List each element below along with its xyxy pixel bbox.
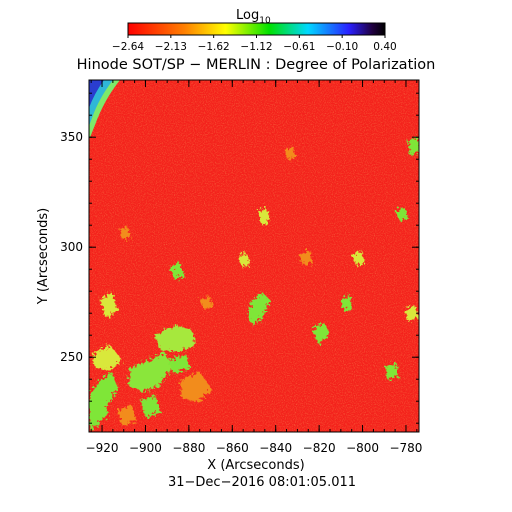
chart-title: Hinode SOT/SP − MERLIN : Degree of Polar… [77,57,436,73]
y-axis-ticks: 250 300 350 [60,92,419,424]
limb-inner [89,80,104,108]
colorbar-tick-label: −0.61 [283,41,315,53]
y-tick-label: 250 [60,350,83,364]
colorbar-tick-label: −0.10 [326,41,358,53]
patch-lower-left-7 [140,396,160,418]
patch-lower-left-3 [155,325,195,352]
patch-center-12 [405,305,418,322]
patch-lower-left-4 [92,345,122,370]
colorbar-gradient [128,23,385,35]
patch-center-8 [396,206,408,222]
patch-lower-left-8 [118,405,136,426]
patch-center-11 [385,362,398,380]
x-tick-label: −820 [303,441,336,455]
patch-lower-left-9 [89,398,108,430]
x-tick-label: −840 [259,441,292,455]
timestamp: 31−Dec−2016 08:01:05.011 [168,475,356,490]
patch-lower-left-6 [100,292,118,318]
polarization-patches [89,136,419,430]
colorbar-label: Log10 [236,8,271,26]
patch-lower-left-2 [128,352,172,392]
colorbar-tick-label: −1.12 [240,41,272,53]
x-tick-label: −880 [172,441,205,455]
polarization-image [89,80,419,432]
colorbar-tick-label: −2.64 [112,41,144,53]
patch-center-2 [312,322,330,344]
patch-center-1 [248,292,270,326]
y-axis-label: Y (Arcseconds) [36,208,51,305]
x-axis-label: X (Arcseconds) [207,458,304,473]
patch-lower-left-10 [168,354,190,374]
patch-center-3 [170,262,184,280]
patch-center-14 [120,226,130,240]
colorbar-tick-label: 0.40 [373,41,396,53]
patch-lower-left-5 [180,372,212,402]
y-tick-label: 300 [60,240,83,254]
x-axis-ticks: −920 −900 −880 −860 −840 −820 −800 −780 [86,80,422,455]
colorbar-tick-label: −1.62 [198,41,230,53]
colorbar: Log10 −2.64 −2.13 −1.62 −1.12 −0.61 −0.10 0.40 [112,8,397,53]
patch-center-13 [200,296,212,310]
patch-center-15 [300,250,312,266]
patch-center-4 [258,206,270,226]
x-tick-label: −860 [216,441,249,455]
patch-center-7 [352,250,364,266]
y-tick-label: 350 [60,130,83,144]
x-tick-label: −900 [129,441,162,455]
x-tick-label: −800 [346,441,379,455]
colorbar-ticks: −2.64 −2.13 −1.62 −1.12 −0.61 −0.10 0.40 [112,35,397,53]
patch-center-6 [285,146,296,160]
x-tick-label: −780 [389,441,422,455]
x-tick-label: −920 [86,441,119,455]
patch-center-10 [340,294,352,312]
patch-center-5 [238,252,250,268]
patch-center-9 [408,136,419,156]
colorbar-tick-label: −2.13 [155,41,187,53]
